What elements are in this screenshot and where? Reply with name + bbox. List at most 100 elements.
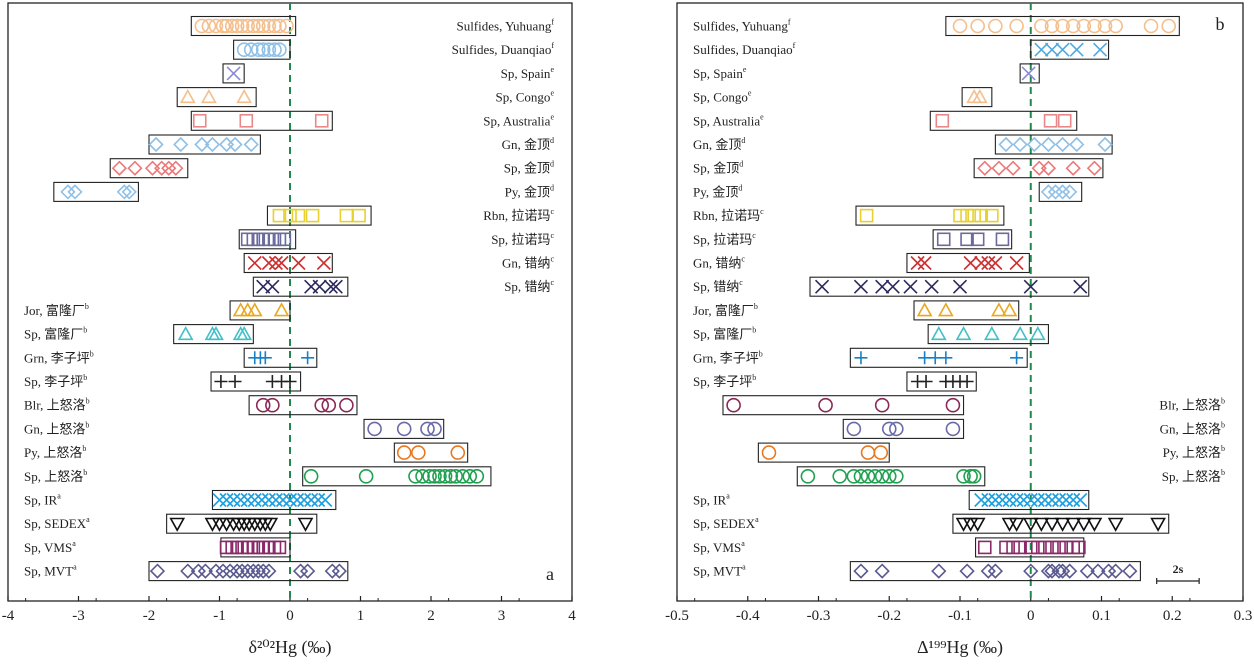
data-point (873, 445, 889, 460)
row-label: Gn, 上怒洛b (1160, 420, 1225, 436)
x-axis-label: Δ¹⁹⁹Hg (‰) (917, 637, 1003, 658)
data-point (985, 208, 999, 223)
data-point (995, 492, 1010, 508)
data-point (971, 88, 988, 104)
data-row: Sp, MVTa (693, 561, 1141, 582)
data-point (859, 208, 874, 223)
data-point (963, 255, 978, 271)
data-point (194, 136, 210, 153)
data-point (1040, 184, 1057, 200)
data-point (1079, 563, 1095, 579)
range-box (109, 158, 189, 179)
data-point (1059, 492, 1074, 508)
range-box (973, 158, 1104, 179)
x-tick-label: 0.3 (1234, 608, 1253, 624)
data-row: Sp, VMSa (693, 537, 1086, 558)
row-label: Sulfides, Duanqiaof (452, 41, 555, 57)
data-point (959, 563, 975, 579)
x-tick-label: 3 (498, 608, 506, 624)
data-point (268, 255, 283, 271)
row-label: Rbn, 拉诺玛c (483, 207, 554, 223)
data-point (1107, 517, 1124, 532)
range-box (148, 561, 349, 582)
data-point (255, 18, 271, 34)
data-point (1034, 18, 1049, 34)
data-point (1093, 42, 1108, 57)
data-point (960, 375, 974, 388)
panel-b: -0.5 -0.4 -0.3 -0.2 -0.1 0 0.1 0.2 0.3 Δ¹⁹⁹Hg (‰)… (665, 2, 1253, 658)
data-point (60, 184, 76, 200)
data-point (219, 492, 234, 508)
data-point (1051, 563, 1067, 579)
data-point (1013, 540, 1027, 555)
data-point (268, 492, 283, 508)
row-label: Gn, 金顶d (502, 136, 554, 152)
data-row: Sp, Congoe (176, 87, 554, 108)
data-point (977, 540, 992, 555)
data-row: Gn, 错纳c (693, 252, 1030, 274)
data-point (148, 136, 164, 153)
data-point (983, 325, 1000, 341)
data-point (437, 468, 453, 484)
data-point (229, 18, 245, 34)
data-row: Sp, 富隆厂b (693, 324, 1049, 345)
data-point (275, 492, 291, 508)
data-point (889, 468, 904, 484)
row-label: Sp, SEDEXa (693, 515, 759, 531)
data-point (1044, 517, 1060, 532)
data-point (945, 397, 961, 413)
data-point (1030, 492, 1045, 508)
data-point (224, 18, 240, 34)
data-point (121, 184, 137, 200)
x-tick-label: -0.2 (877, 608, 901, 624)
x-tick-label: 0.2 (1163, 608, 1182, 624)
data-point (243, 42, 259, 58)
range-box (190, 110, 333, 131)
data-point (1033, 517, 1050, 532)
data-point (304, 492, 319, 508)
data-point (247, 492, 262, 508)
data-point (279, 18, 294, 34)
range-box (961, 87, 993, 108)
x-axis: -4 -3 -2 -1 0 1 2 3 4 (2, 596, 576, 624)
data-row: Rbn, 拉诺玛c (266, 205, 554, 226)
data-point (991, 160, 1007, 176)
data-point (469, 468, 485, 484)
data-point (1031, 540, 1045, 555)
data-point (328, 279, 343, 294)
x-tick-label: 0 (1027, 608, 1035, 624)
row-label: Jor, 富隆厂b (24, 302, 89, 318)
row-label: Sp, 上怒洛b (1162, 468, 1225, 484)
data-point (246, 18, 261, 34)
x-tick-label: -0.1 (948, 608, 972, 624)
range-box (906, 252, 1030, 274)
data-point (930, 325, 947, 341)
data-point (987, 563, 1004, 579)
data-row: Sp, IRa (693, 489, 1090, 511)
data-row: Blr, 上怒洛b (722, 395, 1225, 416)
data-row: Sp, 李子坪b (24, 371, 302, 392)
row-label: Gn, 错纳c (693, 255, 745, 271)
data-point (1038, 540, 1052, 555)
data-point (1005, 160, 1021, 176)
row-label: Sp, Spaine (693, 65, 747, 81)
data-point (204, 136, 221, 153)
data-point (1023, 492, 1038, 508)
x-tick-label: -3 (72, 608, 85, 624)
data-point (1054, 136, 1071, 153)
data-point (311, 492, 326, 508)
data-point (261, 255, 276, 271)
data-point (1044, 42, 1060, 57)
data-point (323, 279, 338, 294)
data-point (420, 421, 435, 437)
row-label: Sulfides, Duanqiaof (693, 41, 796, 57)
range-box (1019, 63, 1040, 84)
data-point (339, 397, 354, 413)
data-point (874, 397, 890, 413)
range-box (968, 489, 1090, 511)
data-row: Sp, Australiae (190, 110, 554, 131)
row-label: Sp, 李子坪b (24, 373, 87, 389)
data-point (1055, 18, 1070, 34)
data-point (396, 445, 412, 460)
data-point (1010, 351, 1024, 365)
